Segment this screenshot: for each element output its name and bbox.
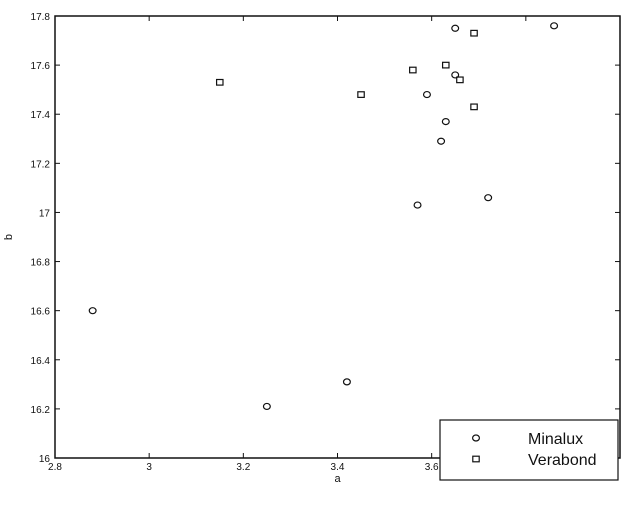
legend-marker-verabond [472, 455, 480, 463]
data-point-minalux [484, 194, 493, 202]
x-tick-label: 3 [146, 462, 152, 473]
y-tick-label: 17.8 [31, 12, 51, 23]
data-point-verabond [456, 76, 464, 84]
data-point-minalux [437, 137, 446, 145]
y-tick-label: 17.4 [31, 110, 51, 121]
x-axis-label: a [334, 473, 341, 485]
data-point-minalux [262, 402, 271, 411]
data-point-minalux [451, 24, 460, 32]
legend-label-verabond: Verabond [528, 452, 597, 469]
data-point-verabond [357, 91, 365, 98]
legend: Minalux Verabond [439, 419, 619, 481]
x-tick-label: 3.4 [331, 462, 345, 473]
data-point-minalux [342, 378, 351, 386]
data-point-verabond [470, 29, 478, 37]
y-axis-label: b [3, 234, 15, 240]
legend-entries: Minalux Verabond [472, 431, 597, 469]
data-point-verabond [215, 78, 224, 86]
data-point-verabond [409, 66, 417, 74]
x-tick-label: 2.8 [48, 462, 62, 473]
plot-area [54, 15, 621, 459]
data-point-minalux [413, 201, 422, 209]
data-point-minalux [422, 90, 431, 99]
data-markers [88, 22, 559, 411]
data-point-verabond [441, 61, 450, 69]
y-tick-label: 17.2 [31, 159, 51, 170]
data-point-minalux [441, 117, 450, 126]
data-point-verabond [470, 103, 478, 111]
data-point-minalux [550, 22, 559, 30]
y-tick-label: 17.6 [31, 61, 51, 72]
x-tick-label: 3.2 [236, 462, 250, 473]
y-tick-label: 16 [39, 454, 51, 465]
legend-marker-minalux [472, 434, 481, 442]
y-tick-label: 16.8 [31, 258, 51, 269]
y-tick-label: 17 [39, 208, 51, 219]
plot-frame [54, 15, 621, 459]
y-tick-label: 16.4 [31, 356, 51, 367]
legend-box [439, 419, 619, 481]
data-point-minalux [451, 71, 460, 79]
y-tick-label: 16.6 [31, 307, 51, 318]
y-axis: 16 16.2 16.4 16.6 16.8 17 17.2 17.4 17.6 17.8 [31, 12, 620, 465]
x-tick-label: 3.6 [425, 462, 439, 473]
x-axis: 2.833.23.43.63.8 [48, 16, 533, 473]
y-tick-label: 16.2 [31, 405, 51, 416]
data-point-minalux [88, 307, 97, 315]
legend-label-minalux: Minalux [528, 431, 583, 448]
